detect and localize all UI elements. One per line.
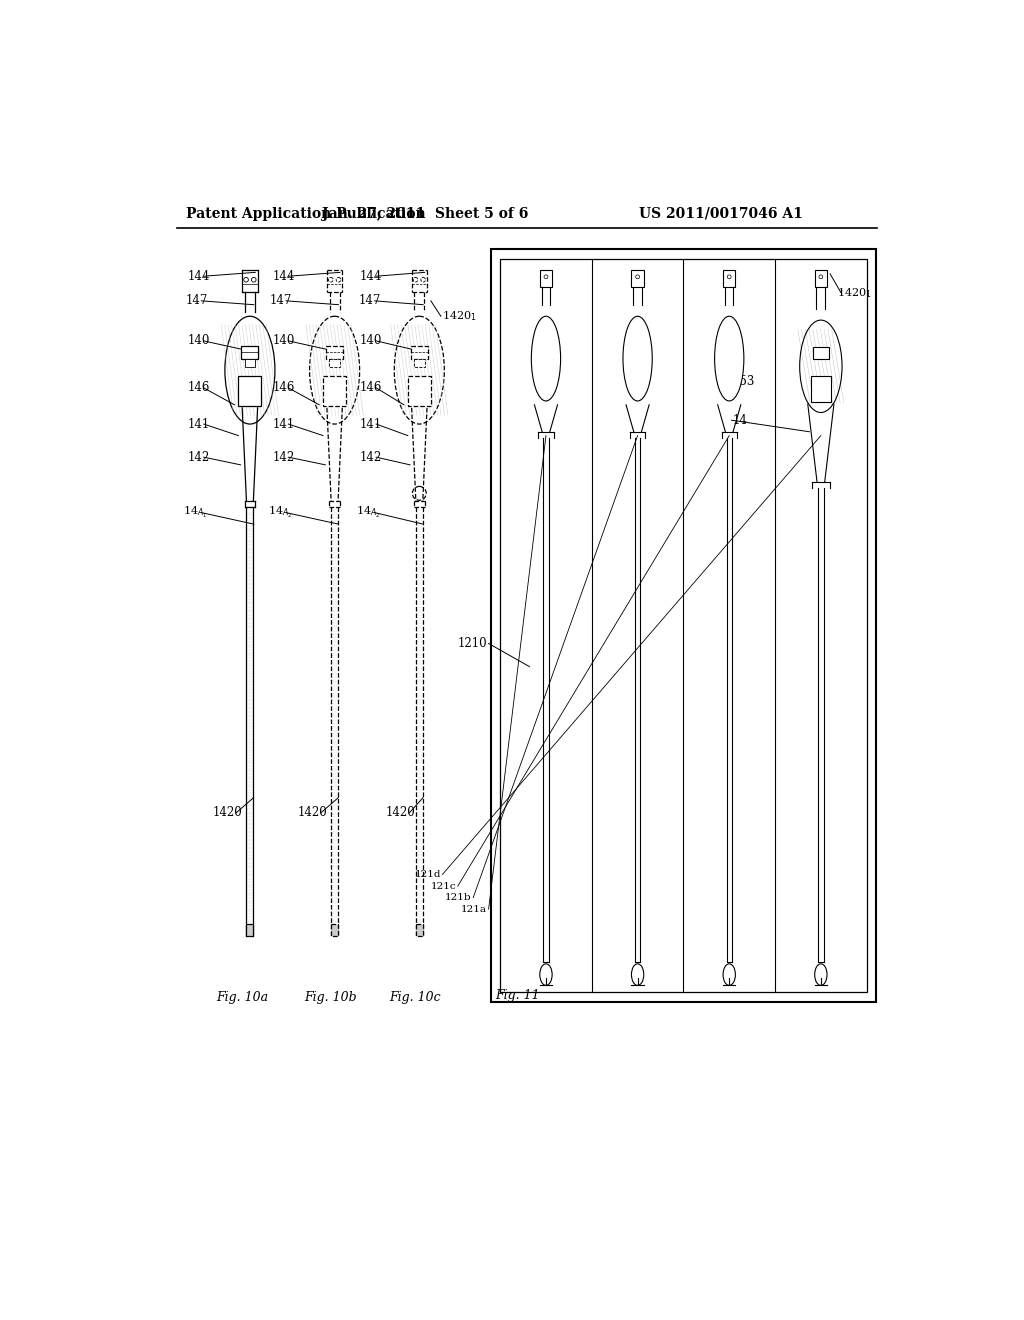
Polygon shape — [323, 376, 346, 405]
Text: 1420$_1$: 1420$_1$ — [442, 309, 477, 323]
Text: 14$_{{A_2}}$: 14$_{{A_2}}$ — [268, 506, 292, 520]
Text: 1420: 1420 — [386, 807, 416, 820]
Text: 1420: 1420 — [297, 807, 327, 820]
Text: 147: 147 — [270, 294, 292, 308]
Text: 146: 146 — [360, 381, 382, 395]
Text: Patent Application Publication: Patent Application Publication — [186, 207, 426, 220]
Ellipse shape — [540, 964, 552, 985]
Text: Jan. 27, 2011  Sheet 5 of 6: Jan. 27, 2011 Sheet 5 of 6 — [322, 207, 528, 220]
Ellipse shape — [723, 964, 735, 985]
Text: Fig. 11: Fig. 11 — [495, 989, 540, 1002]
Polygon shape — [330, 359, 340, 367]
Text: 147: 147 — [185, 294, 208, 308]
Text: Fig. 10c: Fig. 10c — [390, 991, 441, 1005]
Polygon shape — [247, 924, 253, 936]
Text: 14$_{{A_2}}$: 14$_{{A_2}}$ — [356, 506, 381, 520]
Text: 153: 153 — [733, 375, 756, 388]
Text: 121b: 121b — [445, 894, 472, 902]
Text: 144: 144 — [360, 269, 382, 282]
Ellipse shape — [531, 317, 560, 401]
Text: 141: 141 — [272, 417, 295, 430]
Ellipse shape — [715, 317, 743, 401]
Text: 142: 142 — [272, 450, 295, 463]
Text: 1420: 1420 — [212, 807, 243, 820]
Polygon shape — [813, 347, 828, 359]
Ellipse shape — [632, 964, 644, 985]
Text: 144: 144 — [187, 269, 210, 282]
Polygon shape — [242, 346, 258, 359]
Text: 141: 141 — [187, 417, 210, 430]
Ellipse shape — [623, 317, 652, 401]
Text: 1210: 1210 — [458, 638, 487, 649]
Text: US 2011/0017046 A1: US 2011/0017046 A1 — [639, 207, 803, 220]
Text: 140: 140 — [187, 334, 210, 347]
Text: 121d: 121d — [415, 870, 441, 879]
Text: 140: 140 — [360, 334, 382, 347]
Polygon shape — [326, 346, 343, 359]
Text: 141: 141 — [360, 417, 382, 430]
Polygon shape — [239, 376, 261, 405]
Polygon shape — [408, 376, 431, 405]
Polygon shape — [811, 376, 830, 401]
Polygon shape — [411, 346, 428, 359]
Text: 121c: 121c — [431, 882, 457, 891]
Text: 140: 140 — [272, 334, 295, 347]
Text: 147: 147 — [358, 294, 381, 308]
Polygon shape — [416, 924, 423, 936]
Text: 146: 146 — [187, 381, 210, 395]
Ellipse shape — [815, 964, 827, 985]
Text: 1420$_1$: 1420$_1$ — [838, 286, 872, 300]
Polygon shape — [245, 359, 255, 367]
Text: 144: 144 — [272, 269, 295, 282]
Text: Fig. 10b: Fig. 10b — [304, 991, 357, 1005]
Text: 14$_{{A_1}}$: 14$_{{A_1}}$ — [183, 506, 208, 520]
Text: 146: 146 — [272, 381, 295, 395]
Text: 121a: 121a — [461, 904, 487, 913]
Text: 142: 142 — [187, 450, 210, 463]
Text: Fig. 10a: Fig. 10a — [216, 991, 268, 1005]
Polygon shape — [331, 924, 338, 936]
Text: 142: 142 — [360, 450, 382, 463]
Text: 14: 14 — [733, 413, 748, 426]
Polygon shape — [414, 359, 425, 367]
